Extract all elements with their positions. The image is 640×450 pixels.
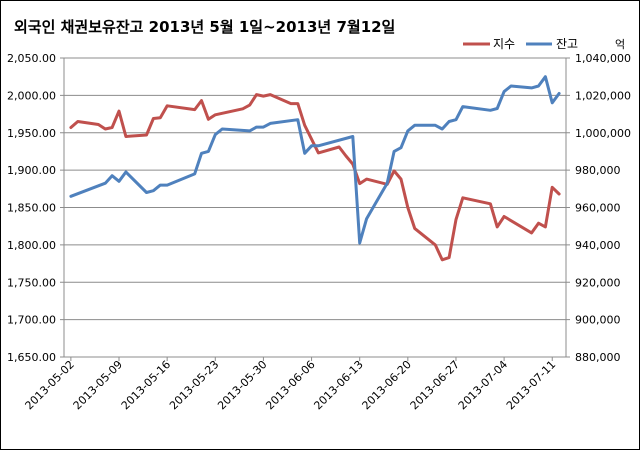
x-tick-label: 2013-05-16 — [119, 358, 173, 412]
right-axis-ticks: 880,000 900,000 920,000 940,000 960,000 980,0… — [566, 52, 631, 364]
right-tick-label: 960,000 — [575, 202, 621, 215]
left-tick-label: 1,650.00 — [7, 351, 56, 364]
x-tick-label: 2013-07-11 — [504, 358, 558, 412]
right-axis-unit-label: 억 — [615, 38, 625, 51]
left-tick-label: 1,850.00 — [7, 202, 56, 215]
right-tick-label: 1,000,000 — [575, 127, 631, 140]
legend-label-index: 지수 — [493, 37, 515, 51]
left-axis-ticks: 1,650.00 1,700.00 1,750.00 1,800.00 1,850.00… — [7, 52, 64, 364]
right-tick-label: 920,000 — [575, 276, 621, 289]
right-tick-label: 940,000 — [575, 239, 621, 252]
right-tick-label: 1,040,000 — [575, 52, 631, 65]
left-tick-label: 2,000.00 — [7, 89, 56, 102]
series-line-index — [69, 93, 561, 262]
left-tick-label: 1,900.00 — [7, 164, 56, 177]
x-tick-label: 2013-06-06 — [263, 358, 317, 412]
x-tick-label: 2013-05-02 — [23, 358, 77, 412]
x-tick-label: 2013-06-20 — [360, 358, 414, 412]
right-tick-label: 1,020,000 — [575, 89, 631, 102]
right-tick-label: 880,000 — [575, 351, 621, 364]
right-tick-label: 900,000 — [575, 314, 621, 327]
right-tick-label: 980,000 — [575, 164, 621, 177]
x-tick-label: 2013-06-27 — [408, 358, 462, 412]
x-tick-label: 2013-05-23 — [167, 358, 221, 412]
x-axis-ticks: 2013-05-022013-05-092013-05-162013-05-23… — [23, 357, 558, 412]
left-tick-label: 1,750.00 — [7, 276, 56, 289]
left-tick-label: 2,050.00 — [7, 52, 56, 65]
chart-title: 외국인 채권보유잔고 2013년 5월 1일~2013년 7월12일 — [14, 18, 395, 36]
legend: 지수 잔고 억 — [463, 37, 625, 51]
x-tick-label: 2013-05-09 — [71, 358, 125, 412]
x-tick-label: 2013-07-04 — [456, 358, 510, 412]
series-layer — [69, 75, 561, 262]
left-tick-label: 1,950.00 — [7, 127, 56, 140]
series-line-balance — [69, 75, 561, 245]
x-tick-label: 2013-05-30 — [215, 358, 269, 412]
legend-label-balance: 잔고 — [556, 37, 578, 51]
left-tick-label: 1,800.00 — [7, 239, 56, 252]
x-tick-label: 2013-06-13 — [311, 358, 365, 412]
left-tick-label: 1,700.00 — [7, 314, 56, 327]
gridlines — [64, 57, 566, 321]
